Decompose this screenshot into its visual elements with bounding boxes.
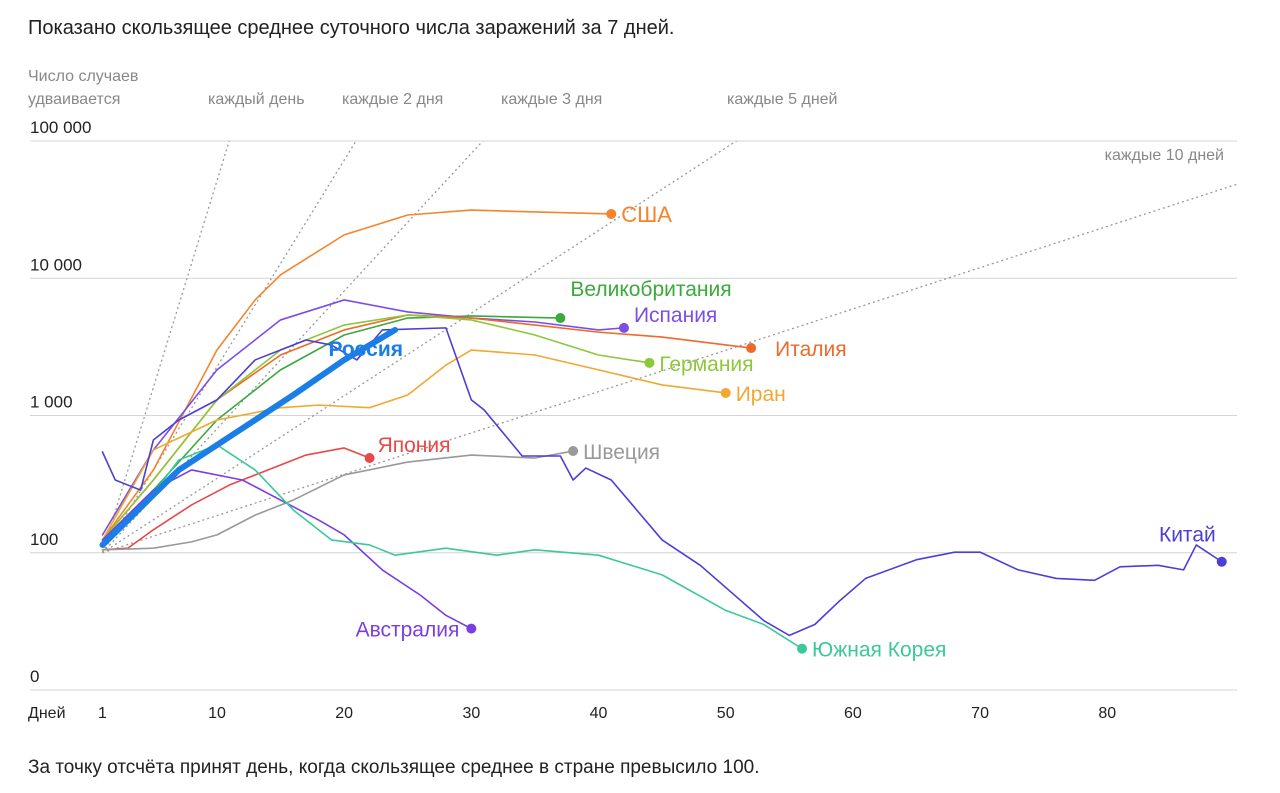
end-point — [644, 357, 655, 368]
series-line — [101, 314, 651, 541]
series-line — [101, 447, 371, 551]
series-label: Швеция — [583, 441, 660, 464]
series-label: Австралия — [356, 619, 460, 642]
series-label: Германия — [659, 353, 753, 376]
x-tick-label: 30 — [462, 705, 480, 722]
series-line — [101, 327, 1223, 637]
end-point — [568, 446, 579, 457]
series-label: Россия — [328, 338, 403, 361]
series-line — [101, 469, 473, 630]
end-point — [618, 322, 629, 333]
end-point — [466, 623, 477, 634]
doubling-label: каждый день — [208, 91, 305, 108]
note: За точку отсчёта принят день, когда скол… — [28, 757, 759, 778]
series-label: США — [621, 202, 672, 227]
y-tick-label: 1 000 — [30, 393, 73, 412]
x-tick-label: 20 — [335, 705, 353, 722]
series-label: Великобритания — [570, 278, 731, 301]
end-point — [1216, 556, 1227, 567]
doubling-line — [102, 141, 484, 554]
series-line — [101, 450, 574, 551]
doubling-line — [102, 183, 1237, 554]
end-point — [720, 387, 731, 398]
doubling-line — [101, 141, 357, 554]
x-tick-label: 60 — [844, 705, 862, 722]
doubling-title: Число случаев — [28, 68, 138, 85]
doubling-label: каждые 10 дней — [1105, 147, 1224, 164]
doubling-label: каждые 2 дня — [342, 91, 443, 108]
doubling-title: удваивается — [28, 91, 120, 108]
doubling-label: каждые 5 дней — [727, 91, 837, 108]
series-label: Япония — [378, 434, 451, 457]
series-line — [101, 299, 625, 536]
y-tick-label: 100 — [30, 530, 58, 549]
x-tick-label: 40 — [590, 705, 608, 722]
doubling-line — [102, 141, 738, 554]
end-point — [606, 208, 617, 219]
chart-title: Показано скользящее среднее суточного чи… — [28, 17, 674, 39]
y-tick-label: 0 — [30, 667, 39, 686]
end-point — [797, 643, 808, 654]
doubling-label: каждые 3 дня — [501, 91, 602, 108]
series-label: Испания — [634, 304, 717, 327]
reference-lines — [101, 141, 1237, 554]
x-axis-label: Дней — [28, 705, 66, 722]
x-tick-label: 80 — [1098, 705, 1116, 722]
series-label: Иран — [736, 383, 786, 406]
series-label: Китай — [1159, 524, 1216, 547]
end-point — [364, 453, 375, 464]
y-tick-label: 100 000 — [30, 118, 91, 137]
series-label: Италия — [775, 338, 847, 361]
x-tick-label: 50 — [717, 705, 735, 722]
x-tick-label: 70 — [971, 705, 989, 722]
end-point — [746, 343, 757, 354]
series-label: Южная Корея — [812, 639, 946, 662]
y-tick-label: 10 000 — [30, 255, 82, 274]
end-point — [555, 313, 566, 324]
series-line — [101, 349, 727, 541]
x-tick-label: 10 — [208, 705, 226, 722]
x-tick-label: 1 — [98, 705, 107, 722]
doubling-line — [101, 141, 230, 553]
series-line — [101, 209, 613, 541]
series-line — [99, 326, 399, 548]
